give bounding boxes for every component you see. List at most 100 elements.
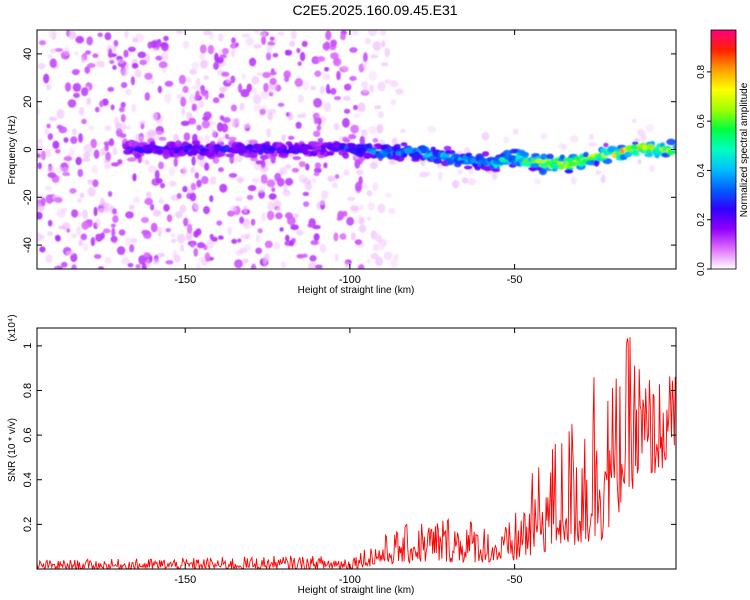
heatmap-cell-1435 xyxy=(632,152,640,157)
heatmap-cell-1390 xyxy=(594,159,600,167)
heatmap-cell-394 xyxy=(368,70,378,81)
heatmap-cell-5 xyxy=(104,125,112,131)
heatmap-cell-519 xyxy=(54,197,63,203)
heatmap-cell-54 xyxy=(230,75,236,84)
heatmap-cell-196 xyxy=(186,112,193,120)
heatmap-cell-436 xyxy=(230,104,237,112)
heatmap-cell-138 xyxy=(112,215,119,224)
heatmap-cell-722 xyxy=(131,62,139,69)
heatmap-cell-692 xyxy=(340,33,346,41)
heatmap-cell-113 xyxy=(380,62,389,67)
snr-plot-area xyxy=(37,328,676,569)
heatmap-cell-557 xyxy=(242,258,249,264)
heatmap-cell-485 xyxy=(283,70,292,79)
heatmap-cell-664 xyxy=(61,222,71,230)
heatmap-cell-658 xyxy=(322,43,327,50)
heatmap-x-ticks: -150 -100 -50 xyxy=(174,30,523,286)
heatmap-cell-820 xyxy=(361,129,368,137)
heatmap-cell-298 xyxy=(237,178,244,184)
heatmap-cell-985 xyxy=(247,151,258,159)
heatmap-cell-799 xyxy=(342,117,350,128)
heatmap-cell-117 xyxy=(111,162,120,167)
heatmap-cell-337 xyxy=(139,59,147,66)
heatmap-cell-628 xyxy=(280,261,286,269)
heatmap-cell-770 xyxy=(321,190,329,200)
heatmap-cell-449 xyxy=(173,157,178,168)
heatmap-cell-447 xyxy=(291,167,300,173)
heatmap-cell-668 xyxy=(227,226,233,236)
heatmap-cell-701 xyxy=(129,244,135,253)
heatmap-cell-1246 xyxy=(474,166,481,171)
heatmap-cell-360 xyxy=(361,183,368,190)
heatmap-cell-573 xyxy=(287,111,294,121)
heatmap-cell-659 xyxy=(212,157,220,164)
heatmap-cell-61 xyxy=(110,104,115,111)
heatmap-cell-223 xyxy=(561,144,567,150)
heatmap-cell-491 xyxy=(56,124,63,130)
heatmap-cell-755 xyxy=(343,108,351,114)
heatmap-cell-184 xyxy=(37,162,42,170)
heatmap-cell-111 xyxy=(313,171,320,177)
heatmap-cell-614 xyxy=(269,36,275,41)
heatmap-cell-763 xyxy=(270,71,277,76)
heatmap-cell-1219 xyxy=(453,153,460,159)
heatmap-cell-660 xyxy=(109,59,115,65)
heatmap-cell-496 xyxy=(87,187,96,197)
heatmap-cell-1091 xyxy=(342,152,350,159)
heatmap-cell-681 xyxy=(245,121,251,129)
heatmap-cell-609 xyxy=(373,243,380,251)
heatmap-cell-78 xyxy=(54,48,64,52)
heatmap-cell-286 xyxy=(377,203,386,214)
snr-x-tick-label-1: -100 xyxy=(339,574,361,586)
heatmap-cell-774 xyxy=(303,201,310,207)
heatmap-y-tick-label-3: 20 xyxy=(22,96,34,108)
heatmap-cell-66 xyxy=(350,232,356,241)
heatmap-cell-792 xyxy=(118,229,126,236)
heatmap-cell-572 xyxy=(252,87,258,96)
heatmap-cell-53 xyxy=(241,33,251,38)
heatmap-cell-198 xyxy=(255,247,263,255)
heatmap-cell-1162 xyxy=(400,142,408,147)
heatmap-cell-422 xyxy=(353,104,358,111)
heatmap-cell-297 xyxy=(512,128,519,135)
heatmap-cell-200 xyxy=(199,44,207,54)
heatmap-cell-186 xyxy=(372,41,381,52)
heatmap-cell-775 xyxy=(235,117,240,125)
heatmap-cell-1355 xyxy=(564,169,574,174)
heatmap-cell-1110 xyxy=(357,153,364,158)
heatmap-cell-504 xyxy=(219,86,228,92)
heatmap-cell-106 xyxy=(316,124,322,131)
heatmap-cell-809 xyxy=(92,53,99,59)
heatmap-cell-795 xyxy=(93,149,100,159)
heatmap-cell-698 xyxy=(100,232,105,240)
heatmap-cell-788 xyxy=(390,259,398,268)
heatmap-cell-629 xyxy=(377,81,386,92)
heatmap-cell-507 xyxy=(310,85,316,91)
heatmap-cell-912 xyxy=(191,149,199,154)
heatmap-cell-688 xyxy=(72,128,77,136)
heatmap-cell-794 xyxy=(237,238,242,243)
heatmap-cell-565 xyxy=(302,253,308,258)
heatmap-cell-956 xyxy=(227,136,237,141)
heatmap-cell-691 xyxy=(262,71,271,79)
heatmap-cell-523 xyxy=(361,59,368,69)
heatmap-cell-781 xyxy=(82,157,91,163)
heatmap-cell-693 xyxy=(63,156,73,162)
heatmap-cell-238 xyxy=(39,246,46,253)
heatmap-cell-603 xyxy=(164,80,174,87)
heatmap-cell-458 xyxy=(297,61,302,67)
heatmap-cell-1315 xyxy=(530,162,540,168)
snr-x-tick-label-2: -50 xyxy=(507,574,523,586)
heatmap-y-tick-label-4: 40 xyxy=(22,48,34,60)
heatmap-y-tick-label-2: 0 xyxy=(22,146,34,152)
heatmap-cell-598 xyxy=(191,61,199,70)
heatmap-cell-288 xyxy=(86,97,92,106)
heatmap-cell-277 xyxy=(69,188,77,194)
heatmap-cell-811 xyxy=(242,224,252,230)
heatmap-cell-362 xyxy=(368,30,377,37)
heatmap-cell-1305 xyxy=(523,158,529,164)
heatmap-cell-556 xyxy=(259,108,266,116)
heatmap-cell-605 xyxy=(259,32,267,37)
heatmap-cell-168 xyxy=(311,177,317,183)
heatmap-cell-1472 xyxy=(666,138,676,146)
